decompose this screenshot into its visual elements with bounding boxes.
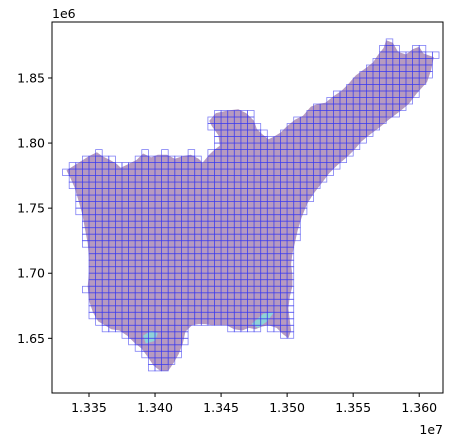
grid-cell — [95, 149, 103, 157]
plot-area — [62, 38, 440, 372]
y-offset-label: 1e6 — [52, 6, 76, 21]
grid-cell — [108, 155, 116, 164]
grid-cell — [253, 123, 262, 131]
grid-cell — [385, 38, 394, 46]
y-tick-label: 1.85 — [17, 70, 45, 85]
x-tick-label: 1.350 — [269, 400, 305, 415]
grid-cell — [392, 45, 400, 53]
grid-cell — [141, 149, 149, 157]
region-layer — [66, 40, 434, 371]
y-axis: 1.65 1.70 1.75 1.80 1.85 — [17, 70, 52, 346]
grid-cell — [431, 51, 440, 59]
x-tick-label: 1.345 — [203, 400, 239, 415]
grid-cell — [161, 149, 169, 157]
water-patch — [251, 312, 274, 328]
grid-cell — [418, 45, 427, 53]
y-tick-label: 1.80 — [17, 136, 45, 151]
x-tick-label: 1.360 — [401, 400, 437, 415]
water-layer — [143, 312, 274, 344]
x-tick-label: 1.340 — [137, 400, 173, 415]
x-tick-label: 1.335 — [71, 400, 107, 415]
grid-cell — [194, 155, 202, 164]
grid-cell — [247, 110, 255, 118]
grid-cell — [260, 129, 268, 137]
grid-cells-layer — [62, 38, 440, 372]
y-tick-label: 1.75 — [17, 201, 45, 216]
x-offset-label: 1e7 — [419, 422, 443, 437]
axes-frame — [51, 21, 444, 394]
grid-cell — [187, 149, 196, 157]
x-tick-label: 1.355 — [335, 400, 371, 415]
region-polygon — [66, 40, 434, 371]
water-patch — [143, 330, 158, 344]
y-tick-label: 1.70 — [17, 266, 45, 281]
x-axis: 1.335 1.340 1.345 1.350 1.355 1.360 — [71, 393, 437, 415]
y-tick-label: 1.65 — [17, 331, 45, 346]
